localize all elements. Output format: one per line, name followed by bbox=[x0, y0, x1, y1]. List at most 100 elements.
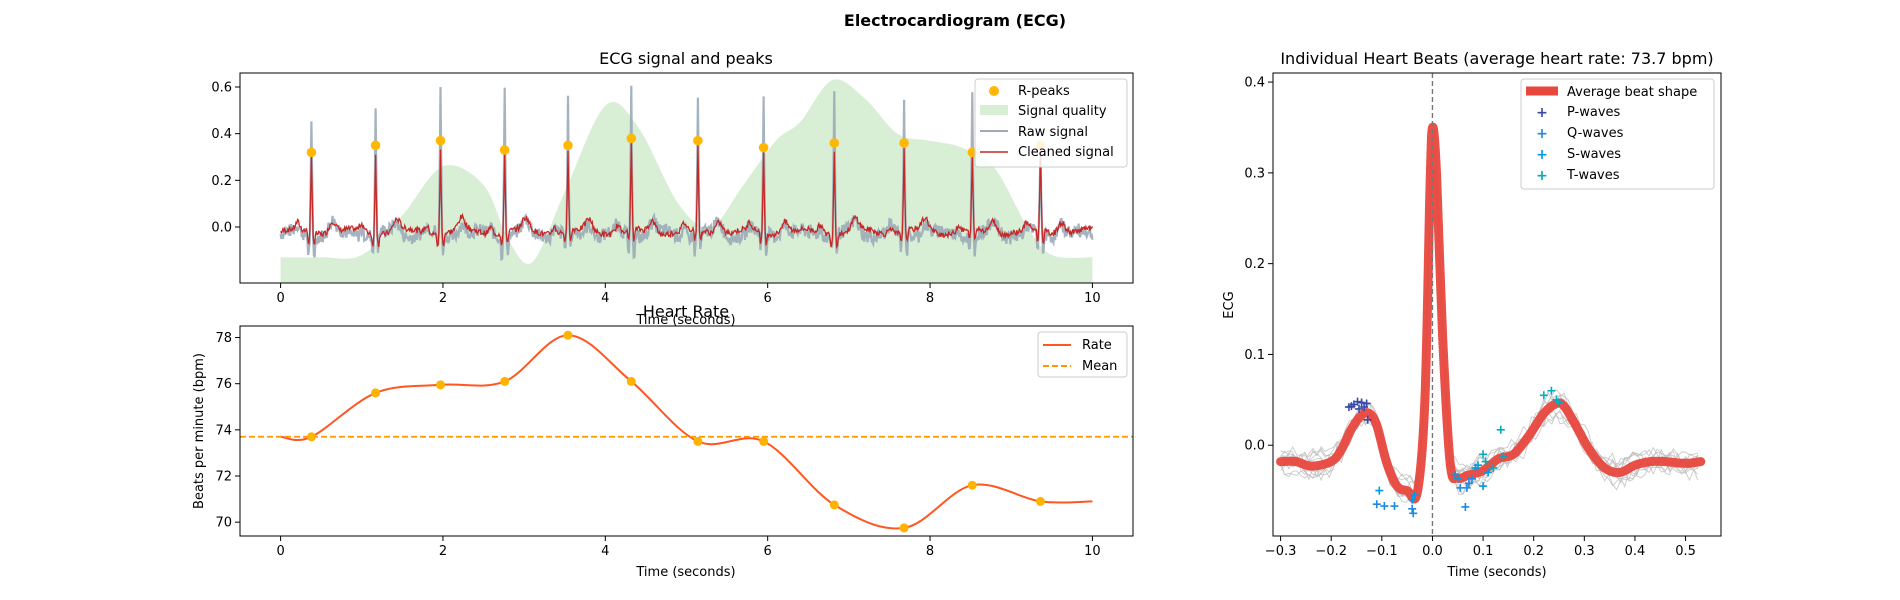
rate-point bbox=[563, 330, 573, 340]
s-wave-point bbox=[1375, 486, 1384, 495]
q-wave-point bbox=[1467, 474, 1476, 483]
rate-point bbox=[500, 376, 510, 386]
ecg-axes: 0 2 4 6 8 10 0.0 0.2 0.4 0.6 bbox=[211, 81, 1100, 307]
r-peak-point bbox=[435, 135, 446, 146]
ecg-plot-area bbox=[279, 79, 1094, 283]
beats-legend-box bbox=[1520, 78, 1715, 190]
hr-ytick-label: 74 bbox=[215, 423, 232, 438]
cleaned-signal-line bbox=[280, 143, 1093, 250]
beats-plot-area bbox=[1276, 73, 1706, 536]
r-peak-point bbox=[306, 147, 317, 158]
ecg-xtick-label: 8 bbox=[926, 291, 934, 306]
hr-panel: Heart Rate 0 2 4 6 8 10 70 72 74 76 78 Time (secon… bbox=[192, 302, 1134, 580]
ecg-xtick-label: 2 bbox=[439, 291, 447, 306]
hr-ytick-label: 72 bbox=[215, 470, 232, 485]
rate-point bbox=[829, 500, 839, 510]
r-peak-point bbox=[758, 142, 769, 153]
rate-point bbox=[899, 523, 909, 533]
t-wave-point bbox=[1547, 386, 1556, 395]
rate-point bbox=[759, 436, 769, 446]
beats-xtick-label: 0.1 bbox=[1473, 544, 1494, 559]
t-wave-point bbox=[1555, 398, 1564, 407]
p-wave-point bbox=[1357, 398, 1366, 407]
figure-title: Electrocardiogram (ECG) bbox=[844, 11, 1066, 30]
beats-xtick-label: −0.1 bbox=[1366, 544, 1398, 559]
beats-panel: Individual Heart Beats (average heart ra… bbox=[1222, 49, 1722, 580]
legend-average-beat: Average beat shape bbox=[1567, 85, 1697, 100]
hr-xtick-label: 10 bbox=[1084, 544, 1101, 559]
p-wave-point bbox=[1353, 397, 1362, 406]
hr-xtick-label: 8 bbox=[926, 544, 934, 559]
legend-p-marker: + bbox=[1536, 105, 1548, 121]
hr-xtick-label: 2 bbox=[439, 544, 447, 559]
beats-xtick-label: 0.2 bbox=[1523, 544, 1544, 559]
r-peak-point bbox=[693, 135, 703, 146]
ecg-title: ECG signal and peaks bbox=[599, 49, 773, 68]
heart-rate-line bbox=[280, 334, 1093, 530]
ecg-ytick-label: 0.6 bbox=[211, 81, 232, 96]
q-wave-point bbox=[1380, 502, 1389, 511]
legend-t-waves: T-waves bbox=[1566, 168, 1620, 183]
beats-xtick-label: 0.5 bbox=[1675, 544, 1696, 559]
legend-s-waves: S-waves bbox=[1567, 147, 1621, 162]
beats-ytick-label: 0.0 bbox=[1244, 439, 1265, 454]
r-peak-point bbox=[899, 138, 909, 148]
hr-ylabel: Beats per minute (bpm) bbox=[192, 353, 207, 509]
s-wave-point bbox=[1484, 468, 1493, 477]
hr-xtick-label: 0 bbox=[276, 544, 284, 559]
p-wave-point bbox=[1362, 399, 1371, 408]
legend-cleaned-signal: Cleaned signal bbox=[1018, 145, 1114, 160]
legend-r-peaks-marker bbox=[989, 86, 999, 96]
t-wave-point bbox=[1496, 425, 1505, 434]
beats-xtick-label: 0.3 bbox=[1574, 544, 1595, 559]
legend-mean: Mean bbox=[1082, 359, 1117, 374]
s-wave-point bbox=[1474, 461, 1483, 470]
t-wave-point bbox=[1499, 452, 1508, 461]
ecg-ytick-label: 0.4 bbox=[211, 127, 232, 142]
beats-xtick-label: −0.3 bbox=[1265, 544, 1297, 559]
p-wave-point bbox=[1355, 404, 1364, 413]
q-wave-point bbox=[1390, 502, 1399, 511]
t-wave-point bbox=[1481, 457, 1490, 466]
r-peak-point bbox=[499, 145, 510, 155]
legend-p-waves: P-waves bbox=[1567, 105, 1621, 120]
q-wave-point bbox=[1462, 483, 1471, 492]
beats-xtick-label: 0.0 bbox=[1422, 544, 1443, 559]
beats-xtick-label: −0.2 bbox=[1315, 544, 1347, 559]
ecg-xtick-label: 0 bbox=[276, 291, 284, 306]
hr-xtick-label: 4 bbox=[601, 544, 609, 559]
beats-ylabel: ECG bbox=[1222, 291, 1237, 318]
legend-signal-quality: Signal quality bbox=[1018, 104, 1107, 119]
legend-quality-swatch bbox=[980, 105, 1008, 115]
beats-title: Individual Heart Beats (average heart ra… bbox=[1280, 49, 1713, 68]
hr-legend: Rate Mean bbox=[1037, 331, 1128, 378]
beats-xtick-label: 0.4 bbox=[1625, 544, 1646, 559]
legend-s-marker: + bbox=[1536, 147, 1548, 163]
beats-xlabel: Time (seconds) bbox=[1446, 565, 1546, 580]
q-wave-point bbox=[1464, 479, 1473, 488]
ecg-ytick-label: 0.0 bbox=[211, 221, 232, 236]
legend-rate: Rate bbox=[1082, 338, 1112, 353]
rate-point bbox=[626, 376, 636, 386]
hr-xlabel: Time (seconds) bbox=[635, 565, 735, 580]
legend-raw-signal: Raw signal bbox=[1018, 125, 1088, 140]
t-wave-point bbox=[1539, 391, 1548, 400]
legend-t-marker: + bbox=[1536, 168, 1548, 184]
ecg-panel: ECG signal and peaks 0 2 4 6 8 10 0.0 0.2 0.4 0.6… bbox=[211, 49, 1134, 328]
rate-point bbox=[693, 436, 703, 446]
r-peak-point bbox=[370, 140, 381, 151]
hr-title: Heart Rate bbox=[643, 302, 729, 321]
beats-legend: Average beat shape + P-waves + Q-waves +… bbox=[1520, 78, 1715, 190]
beats-ytick-label: 0.2 bbox=[1244, 257, 1265, 272]
p-wave-point bbox=[1347, 402, 1356, 411]
legend-r-peaks: R-peaks bbox=[1018, 84, 1070, 99]
s-wave-point bbox=[1453, 474, 1462, 483]
rate-point bbox=[1035, 496, 1045, 506]
q-wave-point bbox=[1408, 504, 1417, 513]
r-peak-point bbox=[829, 138, 840, 148]
legend-q-waves: Q-waves bbox=[1567, 126, 1624, 141]
ecg-xlabel: Time (seconds) bbox=[635, 313, 735, 328]
q-wave-point bbox=[1372, 500, 1381, 509]
s-wave-point bbox=[1410, 491, 1419, 500]
